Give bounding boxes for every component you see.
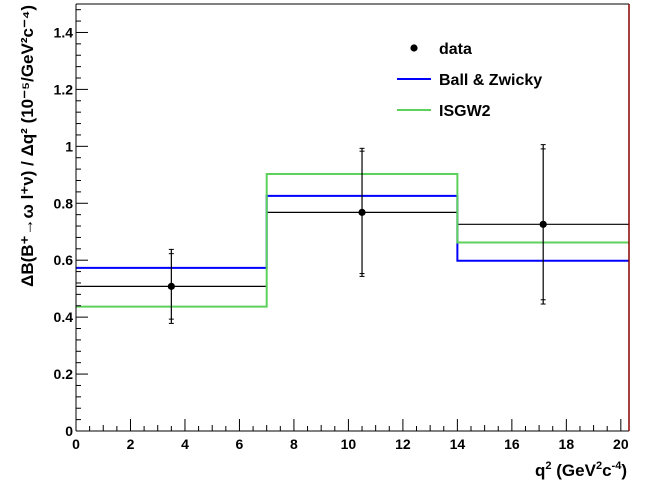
y-tick-label: 0.6	[54, 252, 74, 268]
legend-label: ISGW2	[439, 103, 491, 120]
y-tick-label: 0	[65, 423, 73, 439]
y-tick-label: 0.2	[54, 366, 74, 382]
y-tick-label: 1.4	[54, 24, 74, 40]
axes: 0 2 4 6 8 10 12 14 16 18 20 0 0.2 0.4 0.6 0.8 1 1.2 1.4	[54, 3, 630, 452]
data-point	[539, 220, 547, 228]
x-tick-label: 0	[72, 436, 80, 452]
y-tick-label: 1.2	[54, 81, 74, 97]
x-tick-label: 6	[236, 436, 244, 452]
x-tick-label: 20	[613, 436, 629, 452]
legend: data Ball & Zwicky ISGW2	[397, 41, 542, 120]
y-tick-label: 1	[65, 138, 73, 154]
data-point	[358, 208, 366, 216]
x-axis-title: q2 (GeV2c-4)	[535, 460, 627, 480]
x-tick-label: 14	[450, 436, 466, 452]
y-axis-title: ΔB(B⁺→ω l⁺ν) / Δq² (10⁻⁵/GeV²c⁻⁴)	[18, 5, 37, 287]
x-tick-label: 12	[395, 436, 411, 452]
x-tick-label: 16	[504, 436, 520, 452]
legend-label: Ball & Zwicky	[439, 72, 542, 89]
legend-label: data	[439, 41, 472, 58]
x-tick-label: 8	[290, 436, 298, 452]
x-tick-label: 2	[127, 436, 135, 452]
y-tick-label: 0.8	[54, 195, 74, 211]
data-point	[167, 282, 175, 290]
x-tick-label: 4	[181, 436, 189, 452]
x-tick-label: 18	[559, 436, 575, 452]
x-tick-label: 10	[341, 436, 357, 452]
y-tick-label: 0.4	[54, 309, 74, 325]
legend-marker-data	[410, 44, 418, 52]
